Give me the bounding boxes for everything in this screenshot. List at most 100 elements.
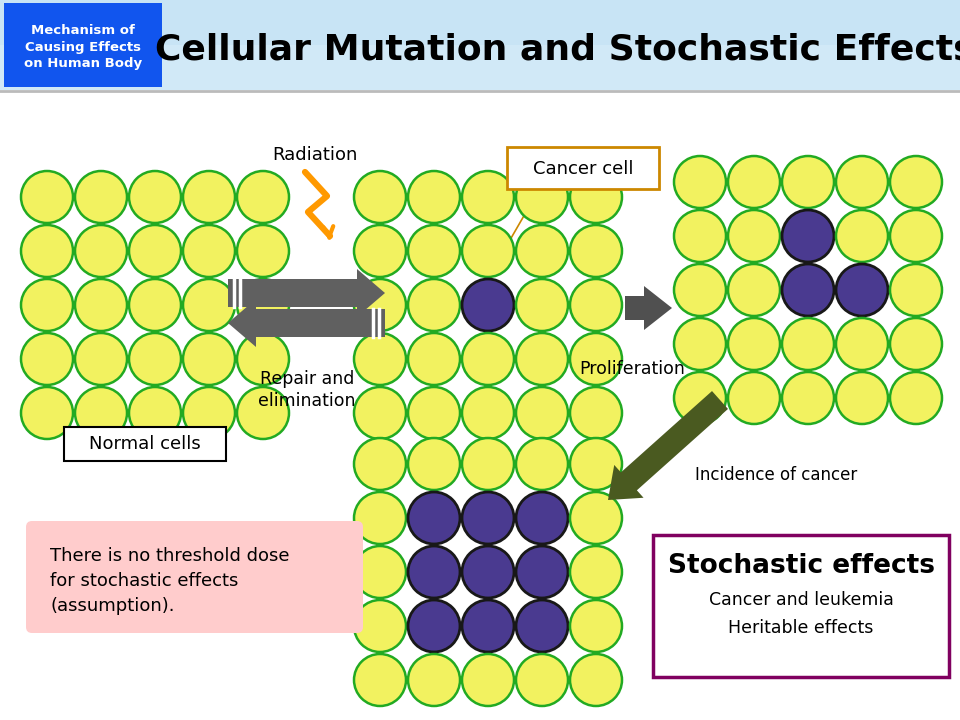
Circle shape <box>728 318 780 370</box>
Polygon shape <box>608 391 728 500</box>
Circle shape <box>462 333 514 385</box>
Polygon shape <box>625 286 672 330</box>
Circle shape <box>570 600 622 652</box>
Circle shape <box>462 546 514 598</box>
Circle shape <box>836 210 888 262</box>
Circle shape <box>836 318 888 370</box>
Circle shape <box>890 264 942 316</box>
Circle shape <box>728 372 780 424</box>
Text: Incidence of cancer: Incidence of cancer <box>695 466 857 484</box>
FancyBboxPatch shape <box>26 521 363 633</box>
Circle shape <box>354 438 406 490</box>
Circle shape <box>21 171 73 223</box>
Circle shape <box>129 279 181 331</box>
Text: Normal cells: Normal cells <box>89 435 201 453</box>
Circle shape <box>516 438 568 490</box>
Text: Cancer cell: Cancer cell <box>533 160 634 178</box>
Circle shape <box>570 279 622 331</box>
Circle shape <box>21 225 73 277</box>
Circle shape <box>237 333 289 385</box>
Circle shape <box>890 372 942 424</box>
Circle shape <box>516 546 568 598</box>
Circle shape <box>354 387 406 439</box>
Circle shape <box>570 171 622 223</box>
Circle shape <box>674 372 726 424</box>
Circle shape <box>183 333 235 385</box>
Text: Radiation: Radiation <box>273 146 358 164</box>
Circle shape <box>408 492 460 544</box>
Circle shape <box>354 333 406 385</box>
Circle shape <box>354 654 406 706</box>
Text: Cellular Mutation and Stochastic Effects: Cellular Mutation and Stochastic Effects <box>156 32 960 66</box>
Circle shape <box>516 387 568 439</box>
Circle shape <box>462 600 514 652</box>
FancyBboxPatch shape <box>653 535 949 677</box>
Circle shape <box>21 333 73 385</box>
Circle shape <box>570 654 622 706</box>
Circle shape <box>129 333 181 385</box>
Circle shape <box>237 225 289 277</box>
Polygon shape <box>228 299 385 347</box>
Bar <box>4 3 162 87</box>
Circle shape <box>21 387 73 439</box>
Circle shape <box>782 210 834 262</box>
Circle shape <box>75 171 127 223</box>
Circle shape <box>570 438 622 490</box>
Circle shape <box>237 279 289 331</box>
Circle shape <box>75 225 127 277</box>
Circle shape <box>237 387 289 439</box>
Text: There is no threshold dose
for stochastic effects
(assumption).: There is no threshold dose for stochasti… <box>50 547 290 615</box>
Circle shape <box>354 600 406 652</box>
Circle shape <box>237 171 289 223</box>
Circle shape <box>570 333 622 385</box>
Circle shape <box>354 279 406 331</box>
Text: Cancer and leukemia: Cancer and leukemia <box>708 591 894 609</box>
Circle shape <box>408 600 460 652</box>
Circle shape <box>728 210 780 262</box>
Circle shape <box>782 318 834 370</box>
Circle shape <box>129 225 181 277</box>
Circle shape <box>782 264 834 316</box>
Circle shape <box>408 225 460 277</box>
Circle shape <box>516 171 568 223</box>
Circle shape <box>408 387 460 439</box>
Circle shape <box>183 171 235 223</box>
Circle shape <box>782 372 834 424</box>
Circle shape <box>408 654 460 706</box>
Circle shape <box>75 387 127 439</box>
Circle shape <box>462 387 514 439</box>
Circle shape <box>890 210 942 262</box>
Circle shape <box>408 171 460 223</box>
Circle shape <box>354 171 406 223</box>
Circle shape <box>75 333 127 385</box>
Circle shape <box>890 156 942 208</box>
FancyBboxPatch shape <box>507 147 659 189</box>
Circle shape <box>890 318 942 370</box>
Circle shape <box>462 225 514 277</box>
Circle shape <box>516 279 568 331</box>
Circle shape <box>674 318 726 370</box>
Circle shape <box>516 492 568 544</box>
Circle shape <box>836 372 888 424</box>
Circle shape <box>21 279 73 331</box>
Circle shape <box>516 225 568 277</box>
Text: Repair and
elimination: Repair and elimination <box>258 370 356 410</box>
Bar <box>0 0 960 90</box>
Circle shape <box>183 225 235 277</box>
Circle shape <box>462 654 514 706</box>
Text: Mechanism of
Causing Effects
on Human Body: Mechanism of Causing Effects on Human Bo… <box>24 24 142 70</box>
Circle shape <box>674 156 726 208</box>
Circle shape <box>836 264 888 316</box>
Circle shape <box>570 546 622 598</box>
Circle shape <box>129 171 181 223</box>
Circle shape <box>354 546 406 598</box>
Circle shape <box>462 171 514 223</box>
Polygon shape <box>228 269 385 317</box>
Circle shape <box>462 438 514 490</box>
Circle shape <box>728 264 780 316</box>
Circle shape <box>129 387 181 439</box>
Circle shape <box>674 210 726 262</box>
Circle shape <box>570 225 622 277</box>
Circle shape <box>516 600 568 652</box>
Circle shape <box>728 156 780 208</box>
